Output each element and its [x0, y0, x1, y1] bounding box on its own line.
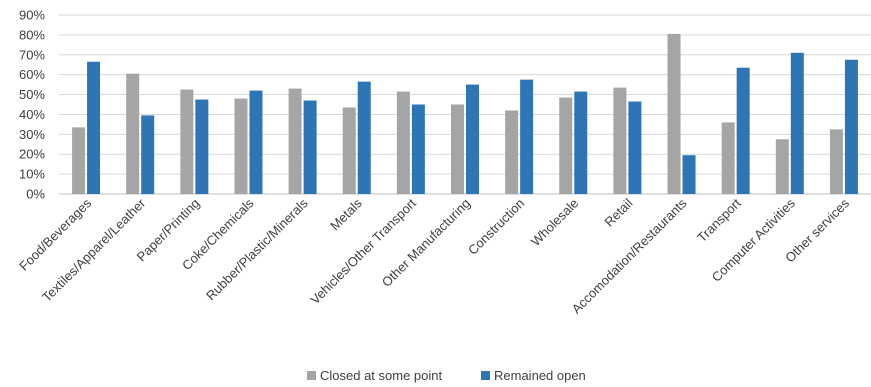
legend-swatch [481, 371, 490, 380]
y-tick-label: 70% [19, 47, 45, 62]
x-category-label: Accomodation/Restaurants [569, 195, 690, 316]
legend-label: Closed at some point [320, 368, 443, 383]
bar-remained-open [195, 99, 209, 194]
bar-closed [396, 91, 410, 194]
bar-closed [667, 33, 681, 195]
y-tick-label: 20% [19, 147, 45, 162]
bar-remained-open [249, 90, 263, 194]
bar-closed [505, 110, 519, 194]
x-category-label: Textiles/Apparel/Leather [39, 195, 149, 305]
y-tick-label: 90% [19, 8, 45, 23]
bar-closed [126, 73, 140, 194]
x-category-label: Retail [601, 195, 635, 229]
y-tick-label: 10% [19, 167, 45, 182]
legend-label: Remained open [494, 368, 586, 383]
bar-closed [72, 127, 86, 194]
x-axis: Food/BeveragesTextiles/Apparel/LeatherPa… [16, 195, 852, 316]
y-tick-label: 40% [19, 107, 45, 122]
gridlines [59, 14, 871, 195]
bar-closed [342, 107, 356, 194]
y-tick-label: 60% [19, 67, 45, 82]
x-category-label: Metals [327, 195, 365, 233]
legend-swatch [307, 371, 316, 380]
bar-remained-open [844, 59, 858, 194]
bar-remained-open [141, 115, 155, 194]
bar-closed [180, 89, 194, 194]
bar-remained-open [736, 67, 750, 194]
x-category-label: Wholesale [528, 196, 582, 250]
bar-remained-open [87, 61, 101, 194]
bar-remained-open [790, 52, 804, 195]
x-category-label: Rubber/Plastic/Minerals [203, 195, 311, 303]
bar-closed [829, 129, 843, 194]
bar-closed [559, 97, 573, 194]
x-category-label: Vehicles/Other Transport [307, 195, 419, 307]
bar-remained-open [357, 81, 371, 194]
bar-remained-open [682, 155, 696, 194]
bar-remained-open [466, 84, 479, 194]
x-category-label: Transport [694, 195, 744, 245]
bar-closed [451, 104, 464, 194]
bar-remained-open [574, 91, 588, 194]
y-tick-label: 50% [19, 87, 45, 102]
y-tick-label: 80% [19, 27, 45, 42]
y-tick-label: 0% [26, 187, 45, 202]
bar-closed [613, 87, 627, 194]
bar-remained-open [303, 100, 317, 194]
y-tick-label: 30% [19, 127, 45, 142]
bars [72, 33, 858, 195]
bar-closed [234, 98, 248, 194]
bar-remained-open [411, 104, 425, 194]
bar-remained-open [520, 79, 534, 194]
bar-remained-open [628, 101, 642, 194]
bar-closed [775, 139, 789, 194]
bar-closed [721, 122, 735, 194]
legend: Closed at some point Remained open [307, 368, 586, 383]
bar-closed [288, 88, 302, 194]
y-axis: 0% 10% 20% 30% 40% 50% 60% 70% 80% 90% [19, 8, 45, 202]
x-category-label: Construction [465, 196, 527, 258]
